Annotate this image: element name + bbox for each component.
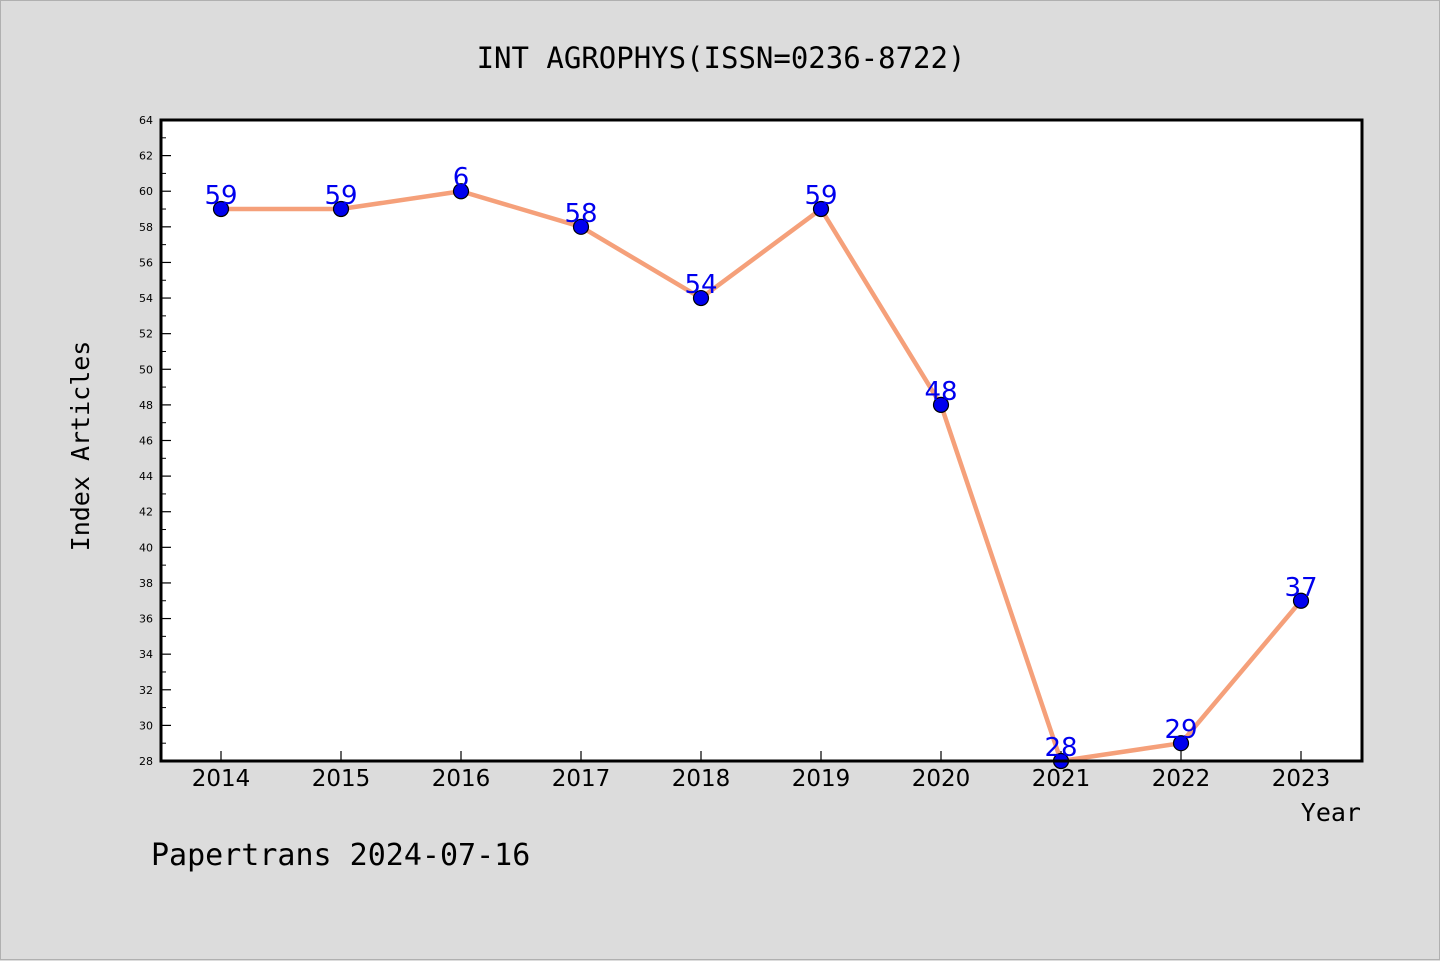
x-tick-label: 2014 (192, 766, 251, 792)
y-tick-label: 50 (139, 363, 153, 376)
data-label: 59 (204, 181, 237, 211)
x-tick-label: 2022 (1152, 766, 1211, 792)
y-tick-label: 54 (139, 292, 153, 305)
data-point (692, 289, 710, 307)
x-tick-label: 2016 (432, 766, 491, 792)
data-point (1172, 735, 1190, 752)
y-tick-label: 34 (139, 648, 153, 661)
data-label: 6 (453, 163, 470, 193)
data-point (812, 200, 830, 218)
x-tick-label: 2017 (552, 766, 611, 792)
y-axis: 28 30 32 34 36 38 40 42 44 46 48 50 52 54 56 58 60 62 64 (139, 114, 171, 768)
y-tick-label: 32 (139, 684, 153, 697)
footer-credit: Papertrans 2024-07-16 (151, 838, 530, 873)
y-axis-label: Index Articles (66, 341, 95, 552)
y-tick-label: 40 (139, 541, 153, 554)
data-point (212, 200, 230, 218)
x-tick-label: 2018 (672, 766, 731, 792)
plot-area (161, 120, 1362, 761)
y-tick-label: 44 (139, 470, 153, 483)
y-tick-label: 52 (139, 328, 153, 341)
series-layer: 59 59 6 58 54 59 48 28 29 37 (204, 163, 1318, 770)
y-tick-label: 46 (139, 435, 153, 448)
y-tick-label: 62 (139, 150, 153, 163)
data-label: 59 (804, 181, 837, 211)
y-tick-label: 48 (139, 399, 153, 412)
y-tick-label: 42 (139, 506, 153, 519)
data-point (932, 396, 950, 413)
x-tick-label: 2021 (1032, 766, 1091, 792)
data-label: 48 (924, 377, 957, 407)
y-tick-label: 56 (139, 256, 153, 269)
data-label: 54 (684, 270, 717, 300)
plot-frame (159, 118, 1364, 763)
x-tick-label: 2019 (792, 766, 851, 792)
x-axis-label: Year (1301, 798, 1361, 827)
data-label: 58 (564, 199, 597, 229)
y-tick-label: 58 (139, 221, 153, 234)
data-label: 29 (1164, 715, 1197, 745)
y-tick-label: 60 (139, 185, 153, 198)
data-point (332, 200, 350, 218)
data-point (452, 183, 470, 200)
data-label: 28 (1044, 733, 1077, 763)
y-tick-label: 38 (139, 577, 153, 590)
data-point (1292, 592, 1310, 609)
x-tick-label: 2020 (912, 766, 971, 792)
data-label: 59 (324, 181, 357, 211)
chart-title: INT AGROPHYS(ISSN=0236-8722) (477, 41, 966, 75)
series-line (218, 188, 1304, 764)
data-label: 37 (1284, 573, 1317, 603)
x-axis: 2014 2015 2016 2017 2018 2019 2020 2021 2022 2023 (192, 751, 1331, 792)
x-tick-label: 2023 (1272, 766, 1331, 792)
y-tick-label: 36 (139, 613, 153, 626)
data-point (572, 218, 590, 235)
y-tick-label: 28 (139, 755, 153, 768)
y-tick-label: 64 (139, 114, 153, 127)
y-tick-label: 30 (139, 719, 153, 732)
x-tick-label: 2015 (312, 766, 371, 792)
